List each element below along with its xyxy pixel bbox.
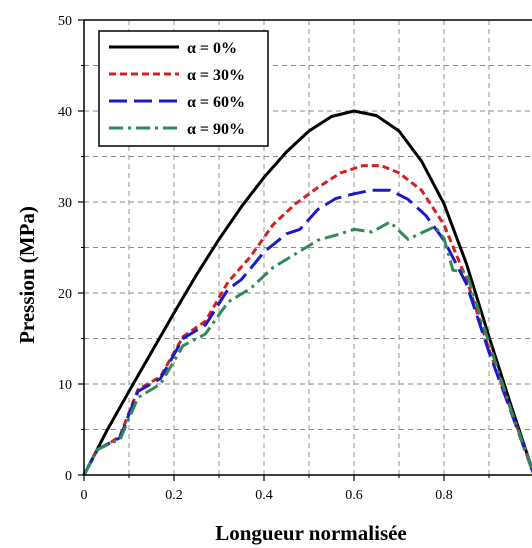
x-tick-label: 0.4: [255, 488, 273, 503]
legend-box: [98, 30, 269, 147]
x-tick-label: 0.8: [435, 488, 453, 503]
x-axis-ticks: 0 0.2 0.4 0.6 0.8: [81, 475, 490, 503]
y-tick-label: 20: [58, 287, 72, 302]
x-tick-label: 0: [81, 488, 88, 503]
y-axis-ticks: 0 10 20 30 40 50: [58, 14, 84, 484]
legend: α = 0% α = 30% α = 60% α = 90%: [98, 30, 269, 147]
y-tick-label: 0: [65, 469, 72, 484]
y-axis-label: Pression (MPa): [15, 206, 39, 344]
series-line-1: [82, 109, 532, 476]
legend-label-2: α = 30%: [187, 67, 245, 84]
y-tick-label: 10: [58, 378, 72, 393]
y-tick-label: 40: [58, 105, 72, 120]
y-tick-label: 50: [58, 14, 72, 29]
y-tick-label: 30: [58, 196, 72, 211]
legend-label-4: α = 90%: [187, 121, 245, 138]
series-lines: [82, 109, 532, 476]
legend-label-1: α = 0%: [187, 40, 237, 57]
series-line-4: [82, 220, 532, 476]
series-line-3: [82, 188, 532, 476]
legend-label-3: α = 60%: [187, 94, 245, 111]
series-line-2: [82, 164, 532, 476]
x-tick-label: 0.6: [345, 488, 363, 503]
x-axis-label: Longueur normalisée: [215, 521, 407, 545]
x-tick-label: 0.2: [165, 488, 183, 503]
